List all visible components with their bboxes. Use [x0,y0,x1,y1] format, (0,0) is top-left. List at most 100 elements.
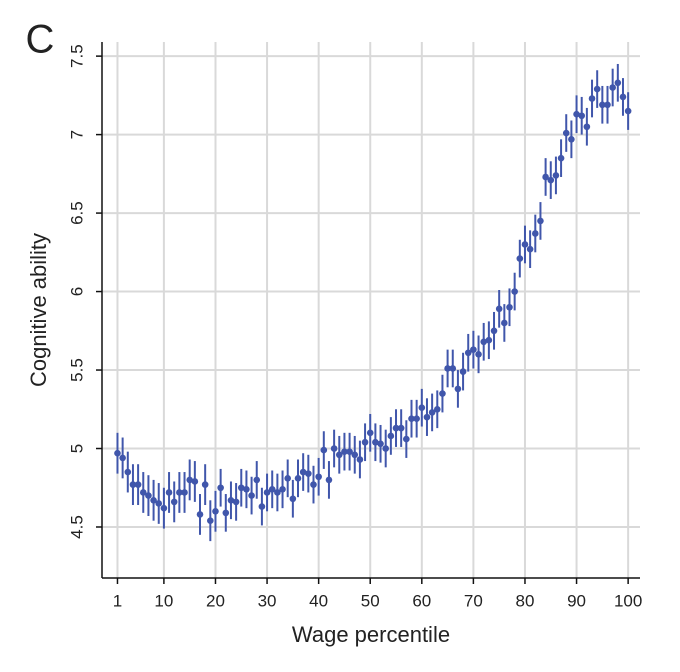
point [186,476,193,484]
point [516,255,524,262]
panel-label: C [26,18,55,62]
point [387,432,395,440]
point [243,486,250,493]
point [377,440,384,448]
point [201,481,209,488]
point [449,365,457,372]
point [428,409,436,416]
point [609,84,616,91]
point [279,486,286,493]
point [320,446,328,454]
y-tick-label: 5 [67,444,86,453]
point [568,136,575,143]
point [403,435,410,443]
point [614,79,622,87]
point [155,500,163,507]
point [268,486,276,493]
point [145,492,152,499]
y-tick-label: 7.5 [67,44,86,68]
point [346,448,353,455]
point [531,230,539,237]
point [511,288,518,295]
point [454,385,462,393]
point [212,507,219,515]
point [170,498,178,506]
point [372,438,379,446]
point [356,456,364,463]
point [423,413,431,421]
point [475,351,482,358]
point [624,107,632,115]
point [526,245,534,253]
point [289,495,297,503]
point [366,429,374,437]
point [150,497,157,504]
point [588,95,596,102]
y-tick-label: 6 [67,287,86,296]
point [521,241,529,248]
point [542,173,549,181]
point [397,424,405,432]
point [330,445,338,452]
point [253,476,261,484]
point [165,489,173,496]
point [418,404,426,412]
point [433,405,441,413]
x-tick-label: 60 [412,591,431,610]
point [562,129,570,137]
point [310,481,317,488]
point [237,484,245,492]
x-tick-label: 100 [614,591,642,610]
point [382,445,390,452]
point [263,489,271,496]
x-tick-label: 20 [206,591,225,610]
point [176,489,183,496]
point [480,338,488,346]
y-tick-label: 4.5 [67,515,86,539]
x-tick-label: 10 [154,591,173,610]
point [217,484,224,492]
point [408,415,415,422]
point [573,110,580,118]
point [537,217,544,225]
point [490,327,498,335]
point [552,172,560,179]
x-tick-label: 1 [113,591,122,610]
point [470,346,477,353]
point [139,489,147,496]
point [361,438,369,446]
point [196,511,204,518]
point [305,470,312,477]
point [325,476,333,484]
point [181,489,188,496]
point [485,336,493,344]
x-tick-label: 50 [361,591,380,610]
point [578,112,586,120]
point [439,390,446,397]
point [351,451,359,459]
x-tick-label: 30 [258,591,277,610]
x-tick-label: 90 [567,591,586,610]
point [464,349,472,357]
point [299,468,307,476]
point [619,93,627,101]
point [258,503,266,510]
point [248,492,255,499]
x-axis-title: Wage percentile [292,622,450,647]
point [294,475,302,482]
point [315,473,322,481]
point [341,448,348,455]
point [284,475,291,482]
point [160,504,168,512]
point [604,101,611,109]
point [134,481,142,488]
point [207,517,214,525]
point [444,365,451,372]
point [547,176,555,184]
point [129,481,137,488]
point [459,368,467,375]
x-tick-label: 80 [516,591,535,610]
point [119,454,126,462]
point [227,497,235,504]
